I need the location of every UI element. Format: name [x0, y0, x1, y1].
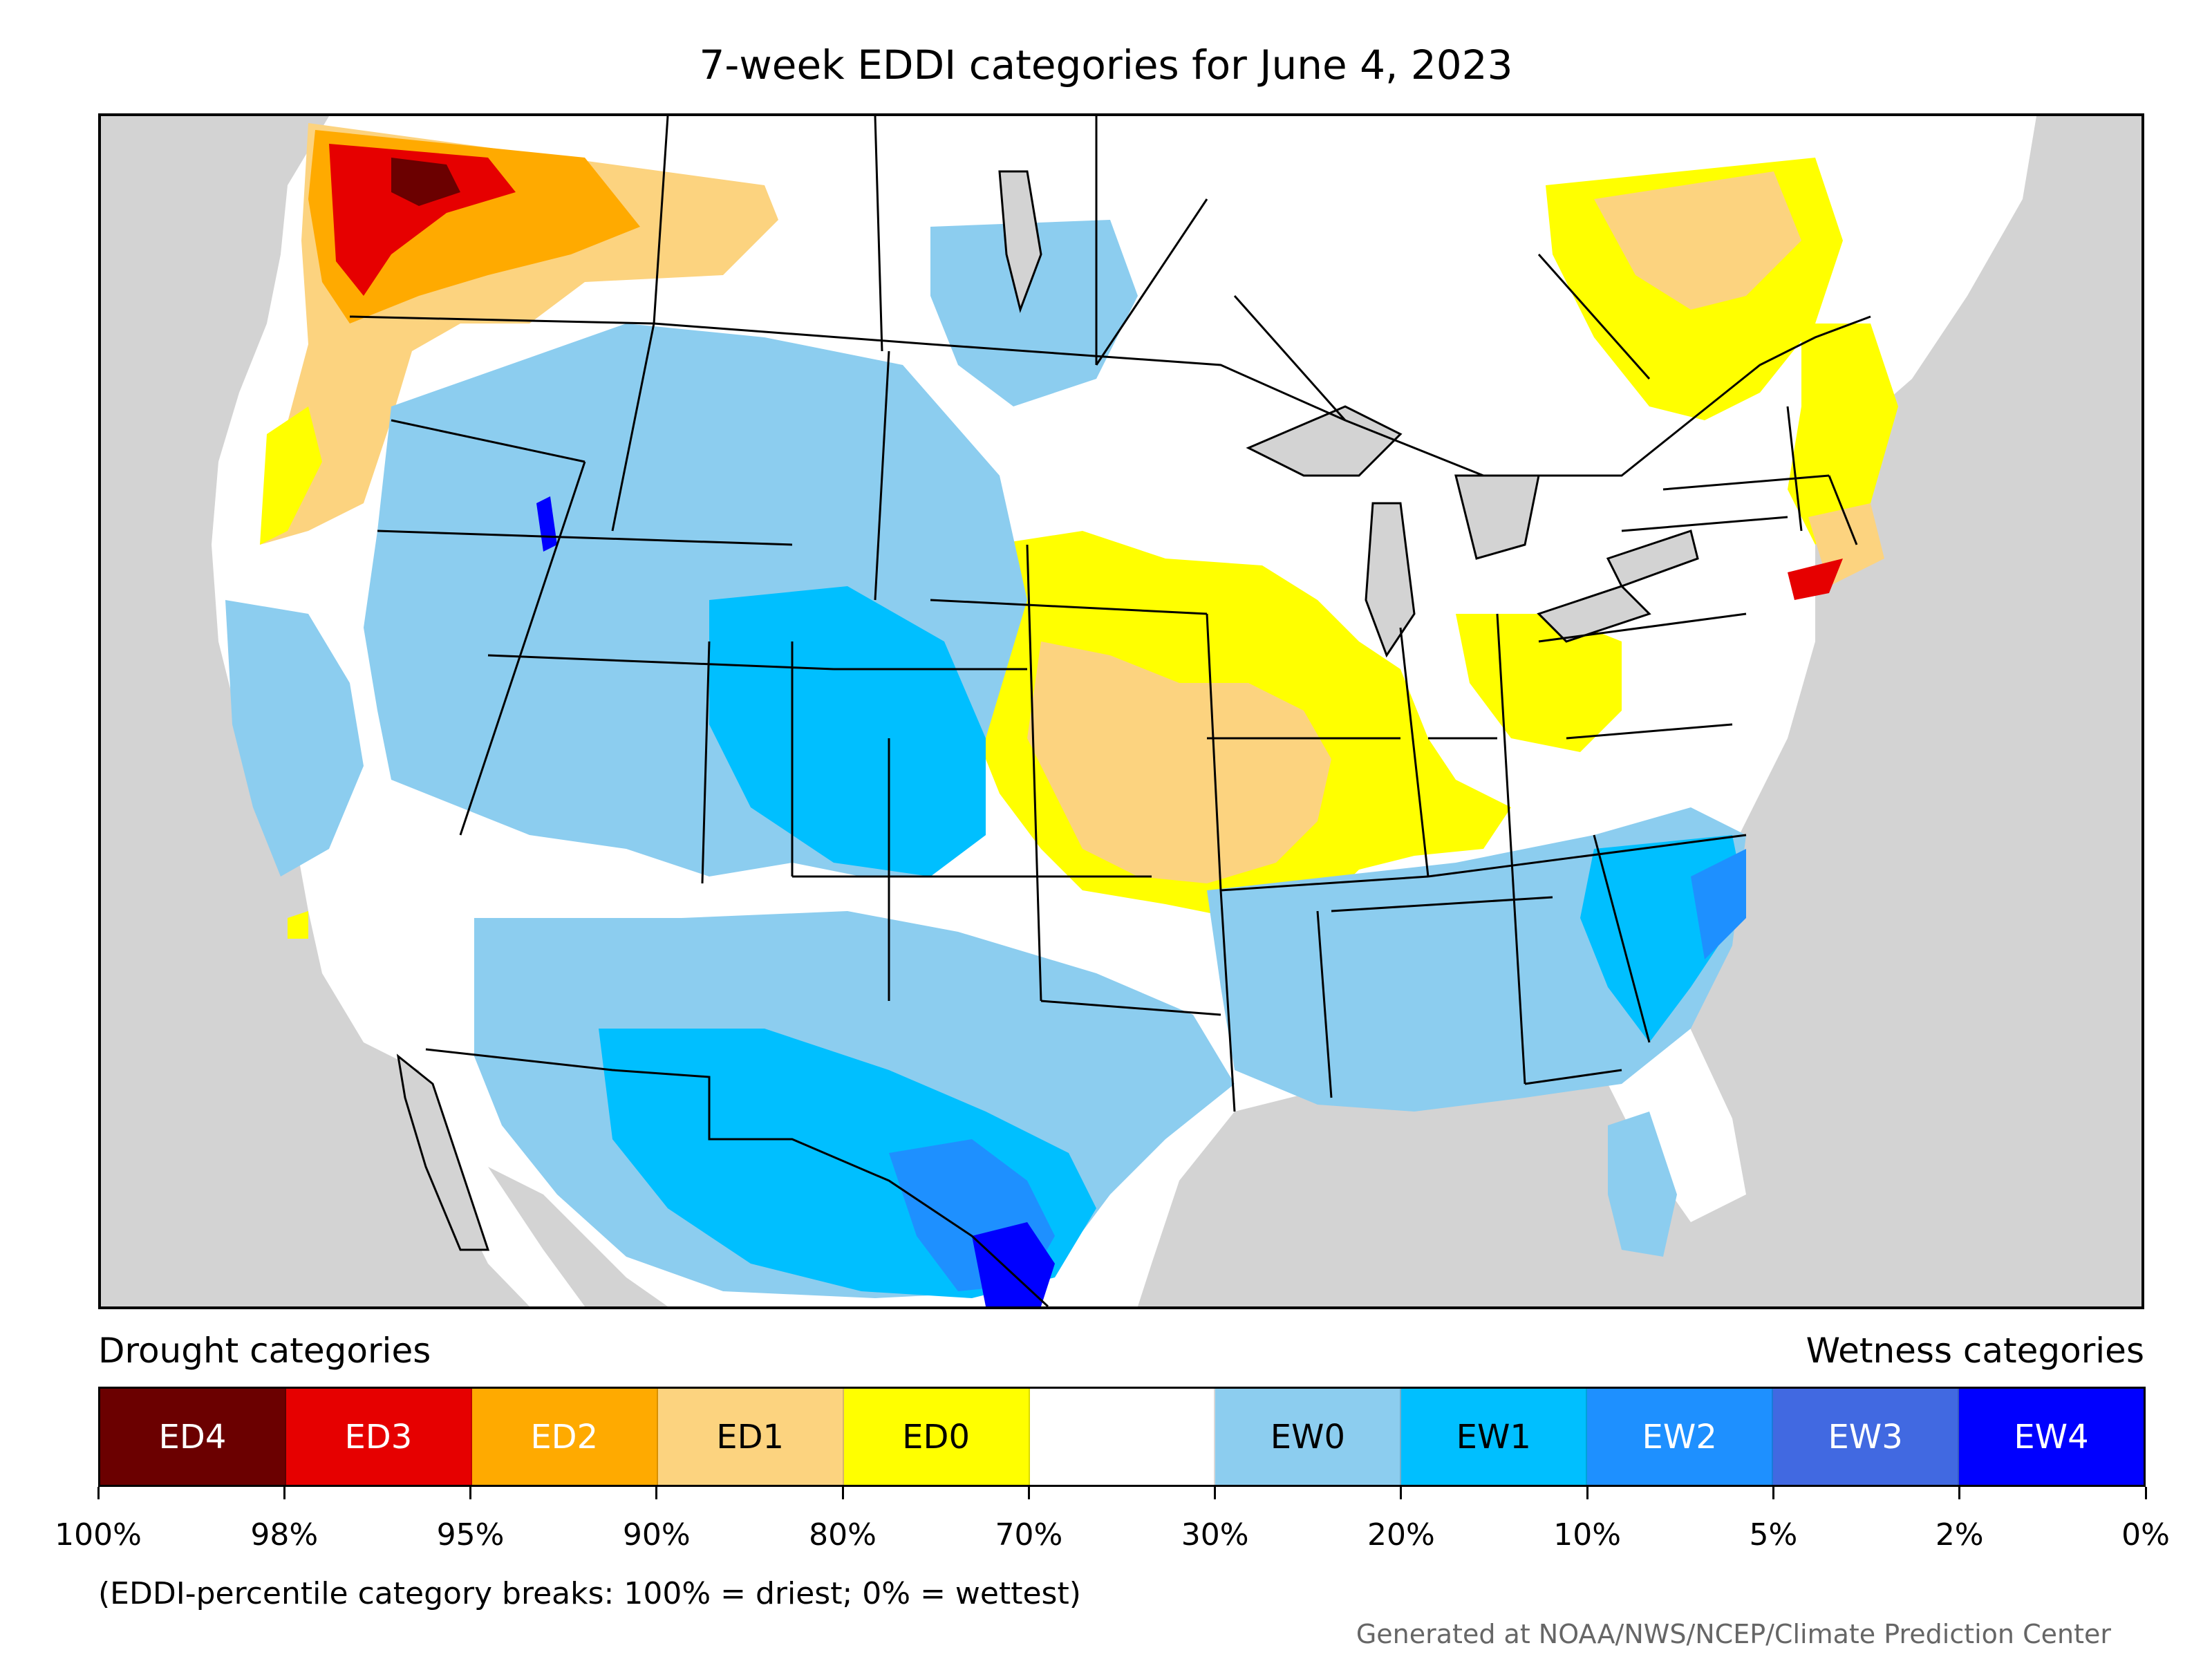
map-title: 7-week EDDI categories for June 4, 2023 — [699, 41, 1513, 88]
colorbar-tick — [1027, 1487, 1030, 1499]
colorbar-tick — [97, 1487, 100, 1499]
gulf-of-california — [396, 1053, 490, 1251]
map-frame — [98, 113, 2144, 1309]
colorbar-cell-neutral — [1029, 1389, 1216, 1485]
colorbar-tick — [469, 1487, 472, 1499]
colorbar-tick — [1586, 1487, 1588, 1499]
lake-winnipeg — [998, 170, 1042, 314]
colorbar-tick — [1772, 1487, 1774, 1499]
colorbar-tick-label: 0% — [2121, 1517, 2170, 1553]
ohio-valley-ed0 — [1456, 614, 1622, 752]
colorbar-cell-ew1: EW1 — [1401, 1389, 1588, 1485]
colorbar-tick — [655, 1487, 658, 1499]
us-mexico-border — [425, 1048, 1049, 1306]
colorbar-cell-ed2: ED2 — [471, 1389, 658, 1485]
colorbar-cell-ew0: EW0 — [1215, 1389, 1402, 1485]
colorbar-tick-label: 80% — [809, 1517, 877, 1553]
colorbar-tick-label: 90% — [622, 1517, 691, 1553]
idaho-ew4 — [536, 496, 557, 552]
colorbar-tick-label: 70% — [995, 1517, 1063, 1553]
eastern-canada-ed1 — [1594, 171, 1801, 310]
colorbar: ED4 ED3 ED2 ED1 ED0 EW0 EW1 EW2 EW3 EW4 — [98, 1387, 2146, 1487]
political-boundaries — [349, 116, 1871, 1306]
canada-province-borders — [653, 116, 1651, 421]
colorbar-cell-ew2: EW2 — [1587, 1389, 1774, 1485]
midwest-ed1 — [1027, 641, 1331, 883]
carolinas-ew2 — [1691, 849, 1746, 959]
state-borders — [377, 323, 1858, 1112]
colorbar-cell-ed0: ED0 — [843, 1389, 1030, 1485]
us-canada-border — [349, 315, 1871, 477]
colorbar-tick-label: 30% — [1181, 1517, 1249, 1553]
category-breaks-note: (EDDI-percentile category breaks: 100% =… — [98, 1576, 1081, 1611]
colorbar-cell-ed1: ED1 — [657, 1389, 844, 1485]
colorbar-cell-ed3: ED3 — [285, 1389, 472, 1485]
water-bodies — [396, 170, 1699, 1251]
colorbar-tick — [2144, 1487, 2147, 1499]
pacific-northwest-ed0-rim — [260, 406, 322, 545]
colorbar-tick-label: 95% — [436, 1517, 505, 1553]
new-england-ed0 — [1788, 324, 1898, 545]
colorbar-tick-label: 98% — [250, 1517, 319, 1553]
eddi-map — [212, 116, 2036, 1306]
southern-ca-ed0 — [288, 911, 308, 939]
colorbar-cell-ew4: EW4 — [1959, 1389, 2144, 1485]
colorbar-tick-label: 20% — [1367, 1517, 1435, 1553]
long-island-ed3 — [1788, 559, 1843, 600]
colorbar-tick — [1958, 1487, 1961, 1499]
colorbar-tick-label: 5% — [1749, 1517, 1798, 1553]
pacific-northwest-ed3 — [329, 144, 516, 296]
northern-plains-ew0 — [930, 220, 1138, 406]
credit-line: Generated at NOAA/NWS/NCEP/Climate Predi… — [1356, 1619, 2111, 1649]
colorbar-tick-label: 10% — [1553, 1517, 1622, 1553]
colorado-ew1 — [709, 586, 986, 877]
colorbar-cell-ew3: EW3 — [1773, 1389, 1960, 1485]
colorbar-tick — [283, 1487, 285, 1499]
pacific-northwest-ed4 — [391, 158, 460, 206]
colorbar-tick-label: 100% — [55, 1517, 142, 1553]
colorbar-tick — [1400, 1487, 1403, 1499]
wetness-categories-label: Wetness categories — [1806, 1331, 2144, 1371]
texas-ew4 — [972, 1222, 1055, 1306]
florida-ew0 — [1608, 1112, 1677, 1257]
california-ew0 — [225, 600, 364, 877]
colorbar-tick — [1214, 1487, 1217, 1499]
colorbar-ticks: 100% 98% 95% 90% 80% 70% 30% 20% 10% 5% 2% 0% — [0, 1487, 2212, 1570]
colorbar-tick — [841, 1487, 844, 1499]
colorbar-cell-ed4: ED4 — [100, 1389, 286, 1485]
drought-areas — [260, 123, 1898, 939]
colorbar-tick-label: 2% — [1935, 1517, 1984, 1553]
drought-categories-label: Drought categories — [98, 1331, 431, 1371]
